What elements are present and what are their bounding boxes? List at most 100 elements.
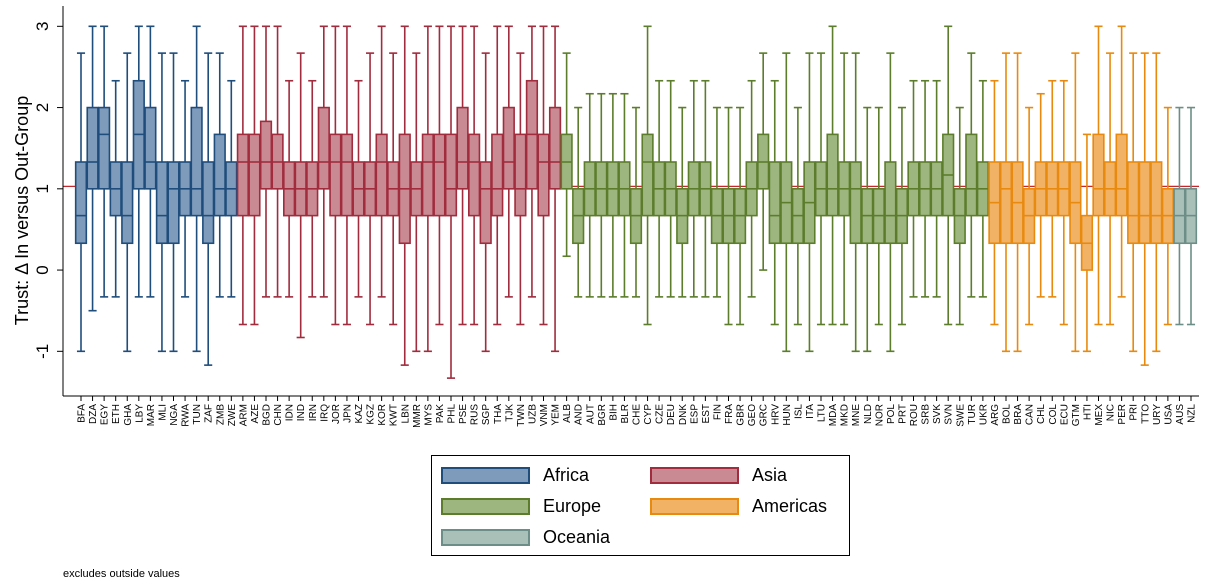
iqr-box	[884, 161, 897, 245]
iqr-box	[248, 133, 261, 217]
x-tick-label-dnk: DNK	[678, 404, 689, 425]
iqr-box	[317, 106, 330, 190]
box-jor	[329, 25, 342, 326]
legend-swatch-europe	[441, 498, 530, 515]
x-tick-label-nld: NLD	[863, 404, 874, 424]
legend-label-europe: Europe	[543, 496, 602, 516]
box-isl	[791, 106, 804, 326]
x-tick-label-bfa: BFA	[77, 404, 88, 423]
x-tick-label-uzb: UZB	[527, 404, 538, 424]
box-fra	[722, 106, 735, 326]
x-tick-label-pak: PAK	[435, 404, 446, 424]
x-tick-label-eth: ETH	[111, 404, 122, 424]
iqr-box	[202, 161, 215, 245]
box-nor	[872, 106, 885, 326]
iqr-box	[768, 161, 781, 245]
y-tick-label: 2	[33, 103, 52, 112]
legend-swatch-americas	[650, 498, 739, 515]
x-tick-label-kaz: KAZ	[354, 404, 365, 423]
box-eth	[109, 79, 122, 298]
x-tick-label-and: AND	[574, 404, 585, 425]
x-tick-label-fra: FRA	[724, 404, 735, 424]
x-tick-label-hti: HTI	[1082, 404, 1093, 420]
legend-label-americas: Americas	[752, 496, 828, 516]
box-bgr	[595, 92, 608, 298]
iqr-box	[548, 106, 562, 190]
x-tick-label-cyp: CYP	[643, 404, 654, 425]
box-srb	[918, 79, 932, 298]
box-tto	[1138, 52, 1151, 366]
x-tick-label-bgd: BGD	[262, 404, 273, 426]
x-tick-label-idn: IDN	[285, 404, 296, 421]
box-ltu	[814, 52, 828, 326]
x-tick-label-sgp: SGP	[481, 404, 492, 425]
iqr-box	[86, 106, 99, 190]
x-tick-label-can: CAN	[1025, 404, 1036, 425]
box-deu	[664, 79, 677, 298]
iqr-box	[236, 133, 249, 217]
x-tick-label-zaf: ZAF	[204, 404, 215, 423]
box-nzl	[1184, 106, 1198, 326]
chart-footnote: excludes outside values	[63, 568, 180, 580]
x-tick-label-bgr: BGR	[597, 404, 608, 426]
x-tick-label-phl: PHL	[447, 404, 458, 424]
x-tick-label-yem: YEM	[551, 404, 562, 426]
box-bra	[1011, 52, 1024, 353]
x-tick-label-ind: IND	[296, 404, 307, 421]
x-tick-label-arg: ARG	[990, 404, 1001, 426]
x-tick-label-ecu: ECU	[1059, 404, 1070, 425]
box-gtm	[1069, 52, 1082, 353]
box-zmb	[213, 52, 226, 298]
iqr-box	[502, 106, 515, 190]
box-col	[1046, 79, 1059, 298]
iqr-box	[514, 133, 527, 217]
x-tick-label-cze: CZE	[655, 404, 666, 424]
iqr-box	[1092, 133, 1105, 217]
y-tick-label: 1	[33, 184, 52, 193]
box-tur	[965, 52, 978, 298]
box-egy	[98, 25, 111, 298]
box-bol	[999, 52, 1013, 353]
x-tick-label-twn: TWN	[516, 404, 527, 427]
iqr-box	[1150, 161, 1163, 245]
iqr-box	[213, 133, 226, 217]
x-tick-label-aus: AUS	[1175, 404, 1186, 425]
iqr-box	[965, 133, 978, 217]
x-tick-label-est: EST	[701, 404, 712, 423]
iqr-box	[1115, 133, 1128, 217]
iqr-box	[167, 161, 180, 245]
box-arg	[988, 79, 1001, 326]
x-tick-label-zmb: ZMB	[215, 404, 226, 425]
box-nld	[861, 106, 874, 353]
x-tick-label-mli: MLI	[157, 404, 168, 421]
box-fin	[710, 106, 724, 298]
x-tick-label-svk: SVK	[932, 404, 943, 424]
x-tick-label-mex: MEX	[1094, 404, 1105, 426]
x-tick-label-deu: DEU	[666, 404, 677, 425]
box-esp	[687, 79, 700, 298]
box-gha	[121, 52, 134, 353]
y-axis-label: Trust: Δ In versus Out-Group	[12, 95, 33, 325]
iqr-box	[259, 120, 273, 190]
iqr-box	[444, 133, 458, 217]
iqr-box	[479, 161, 492, 245]
box-zaf	[202, 52, 215, 366]
x-tick-label-mda: MDA	[828, 404, 839, 427]
x-tick-label-irq: IRQ	[319, 404, 330, 422]
box-cyp	[641, 25, 654, 326]
iqr-box	[849, 161, 862, 245]
x-tick-label-rou: ROU	[909, 404, 920, 426]
iqr-box	[468, 133, 481, 217]
x-tick-label-rwa: RWA	[181, 404, 192, 427]
legend-label-asia: Asia	[752, 465, 788, 485]
x-tick-label-col: COL	[1048, 404, 1059, 425]
y-tick-label: 0	[33, 265, 52, 274]
x-tick-label-mne: MNE	[851, 404, 862, 427]
box-alb	[560, 52, 573, 258]
x-tick-label-vnm: VNM	[539, 404, 550, 426]
box-nic	[1103, 52, 1117, 326]
box-tha	[491, 25, 504, 326]
box-uzb	[525, 25, 539, 298]
x-tick-label-lbn: LBN	[400, 404, 411, 423]
x-tick-label-zwe: ZWE	[227, 404, 238, 427]
